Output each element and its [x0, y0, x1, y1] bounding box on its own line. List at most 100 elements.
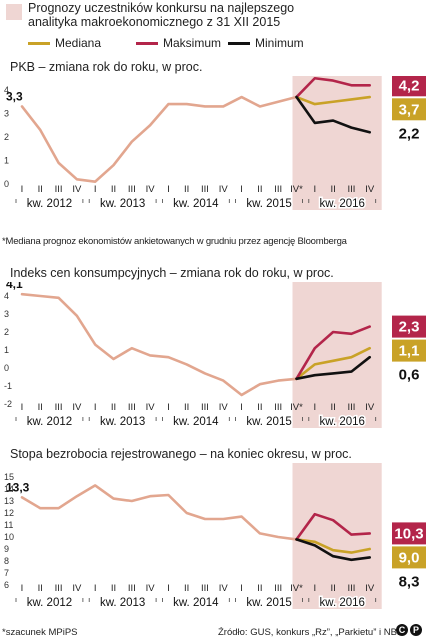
y-tick-label: 0	[4, 363, 9, 373]
x-tick-label: II	[257, 402, 262, 413]
series-line-min	[295, 355, 372, 381]
year-label: kw. 2012	[27, 597, 72, 609]
chart-title-cpi: Indeks cen konsumpcyjnych – zmiana rok d…	[10, 266, 334, 280]
x-tick-label: II	[111, 402, 116, 413]
end-label-box-median	[392, 98, 426, 121]
end-label-min: 8,3	[399, 573, 420, 590]
copyright-logo-c: C	[396, 624, 408, 636]
x-tick-label: IV	[219, 184, 229, 195]
year-label: kw. 2015	[246, 416, 291, 428]
x-tick-label: I	[21, 583, 24, 594]
y-tick-label: 0	[4, 179, 9, 189]
y-tick-label: -1	[4, 381, 12, 391]
series-line-max	[295, 76, 372, 99]
year-label: kw. 2013	[100, 198, 145, 210]
y-tick-label: 2	[4, 132, 9, 142]
x-tick-label: II	[257, 184, 262, 195]
x-tick-label: I	[21, 402, 24, 413]
y-tick-label: 6	[4, 580, 9, 590]
x-tick-label: I	[167, 583, 170, 594]
y-tick-label: 8	[4, 556, 9, 566]
x-tick-label: IV	[219, 402, 229, 413]
x-tick-label: II	[257, 583, 262, 594]
copyright-logo: C P	[396, 624, 426, 638]
x-tick-label: IV*	[290, 402, 303, 413]
year-label: kw. 2016	[320, 416, 365, 428]
end-label-min: 0,6	[399, 367, 420, 384]
x-tick-label: II	[184, 402, 189, 413]
end-label-box-median	[392, 546, 426, 569]
year-label: kw. 2014	[173, 198, 219, 210]
header-title: Prognozy uczestników konkursu na najleps…	[28, 1, 295, 29]
x-tick-label: III	[128, 402, 136, 413]
x-tick-label: II	[111, 583, 116, 594]
legend-median-label: Mediana	[55, 36, 102, 50]
series-line-history	[20, 95, 298, 183]
series-line-max	[295, 325, 372, 381]
x-tick-label: IV*	[290, 583, 303, 594]
end-label-box-max	[392, 76, 426, 97]
y-tick-label: 15	[4, 472, 14, 482]
end-label-box-min	[392, 363, 426, 386]
year-label: kw. 2015	[246, 597, 291, 609]
x-tick-label: II	[184, 184, 189, 195]
y-tick-label: 13	[4, 496, 14, 506]
x-tick-label: I	[313, 184, 316, 195]
x-tick-label: II	[38, 402, 43, 413]
y-tick-label: 9	[4, 544, 9, 554]
end-label-box-min	[392, 570, 426, 593]
legend-min-swatch	[228, 42, 250, 45]
x-tick-label: I	[167, 184, 170, 195]
x-tick-label: I	[240, 402, 243, 413]
end-label-box-max	[392, 522, 426, 545]
series-line-median	[295, 538, 372, 554]
forecast-band	[292, 463, 382, 609]
x-tick-label: II	[184, 583, 189, 594]
copyright-logo-p: P	[410, 624, 422, 636]
x-tick-label: II	[111, 184, 116, 195]
y-tick-label: 1	[4, 156, 9, 166]
x-tick-label: II	[38, 184, 43, 195]
header-swatch	[6, 4, 22, 20]
x-tick-label: III	[201, 583, 209, 594]
y-tick-label: 4	[4, 85, 9, 95]
x-tick-label: IV	[365, 184, 375, 195]
end-label-box-max	[392, 315, 426, 338]
legend: Mediana Maksimum Minimum	[28, 36, 408, 50]
end-label-median: 3,7	[399, 101, 420, 118]
year-label: kw. 2014	[173, 416, 219, 428]
year-label: kw. 2012	[27, 416, 72, 428]
end-label-box-min	[392, 122, 426, 145]
x-tick-label: I	[313, 583, 316, 594]
end-label-min: 2,2	[399, 125, 420, 142]
y-tick-label: 11	[4, 520, 13, 530]
year-label: kw. 2013	[100, 416, 145, 428]
x-tick-label: IV	[146, 402, 156, 413]
end-label-max: 2,3	[399, 319, 420, 336]
x-tick-label: IV	[72, 402, 82, 413]
x-tick-label: III	[128, 583, 136, 594]
year-label: kw. 2015	[246, 198, 291, 210]
x-tick-label: I	[94, 184, 97, 195]
end-label-max: 10,3	[394, 525, 423, 542]
x-tick-label: III	[55, 402, 63, 413]
year-label: kw. 2013	[100, 597, 145, 609]
series-line-median	[295, 95, 372, 106]
y-tick-label: 3	[4, 309, 9, 319]
legend-max-swatch	[136, 42, 158, 45]
start-value-label: 13,3	[6, 480, 30, 494]
series-line-history	[20, 292, 298, 397]
series-line-min	[295, 95, 372, 134]
start-value-label: 3,3	[6, 89, 23, 103]
x-tick-label: III	[274, 402, 282, 413]
x-tick-label: III	[201, 402, 209, 413]
year-label: kw. 2014	[173, 597, 219, 609]
y-tick-label: -2	[4, 399, 12, 409]
series-line-max	[295, 512, 372, 541]
x-tick-label: II	[38, 583, 43, 594]
x-tick-label: II	[330, 583, 335, 594]
x-tick-label: IV	[219, 583, 229, 594]
